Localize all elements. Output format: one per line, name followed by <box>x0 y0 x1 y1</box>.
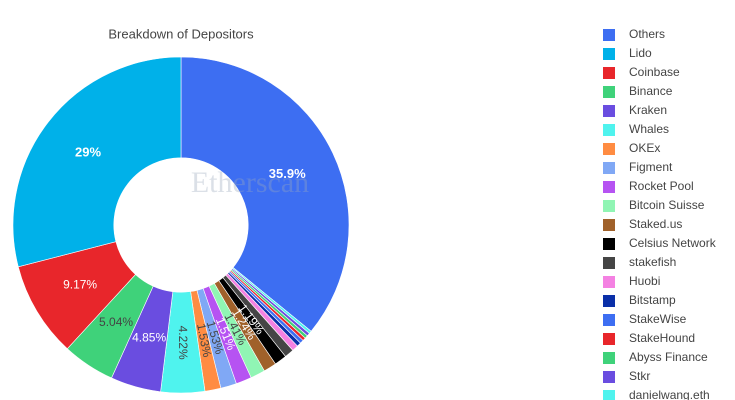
legend-text: StakeHound <box>629 331 695 345</box>
legend-swatch <box>603 48 615 60</box>
legend-text: Figment <box>629 160 673 174</box>
pie-slice <box>180 56 350 332</box>
legend-text: Staked.us <box>629 217 682 231</box>
legend-text: stakefish <box>629 255 676 269</box>
legend-swatch <box>603 200 615 212</box>
legend-text: Whales <box>629 122 669 136</box>
legend-swatch <box>603 371 615 383</box>
legend-swatch <box>603 124 615 136</box>
legend-swatch <box>603 181 615 193</box>
legend-text: Stkr <box>629 369 650 383</box>
legend-text: Lido <box>629 46 652 60</box>
legend-swatch <box>603 219 615 231</box>
legend-swatch <box>603 295 615 307</box>
legend-swatch <box>603 86 615 98</box>
pie-slice <box>12 56 182 268</box>
slice-label: 9.17% <box>63 278 97 292</box>
legend-swatch <box>603 276 615 288</box>
slice-label: 35.9% <box>269 166 306 181</box>
legend-swatch <box>603 314 615 326</box>
legend-text: Celsius Network <box>629 236 717 250</box>
slice-label: 5.04% <box>99 315 133 329</box>
legend-swatch <box>603 143 615 155</box>
legend-text: Abyss Finance <box>629 350 708 364</box>
legend-text: Bitstamp <box>629 293 676 307</box>
legend-swatch <box>603 257 615 269</box>
legend: Others Lido Coinbase Binance Kraken Whales OKE… <box>603 27 717 400</box>
legend-text: danielwang.eth <box>629 388 710 400</box>
legend-text: Others <box>629 27 665 41</box>
legend-text: Bitcoin Suisse <box>629 198 705 212</box>
legend-text: OKEx <box>629 141 660 155</box>
legend-text: Binance <box>629 84 673 98</box>
legend-text: Huobi <box>629 274 660 288</box>
legend-swatch <box>603 105 615 117</box>
slice-label: 29% <box>75 144 101 159</box>
legend-swatch <box>603 29 615 41</box>
watermark: Etherscan <box>191 166 309 199</box>
legend-text: Coinbase <box>629 65 680 79</box>
legend-text: StakeWise <box>629 312 687 326</box>
legend-text: Kraken <box>629 103 667 117</box>
legend-swatch <box>603 238 615 250</box>
chart-title: Breakdown of Depositors <box>108 26 254 41</box>
pie: 35.9%1.19%1.24%1.41%1.51%1.53%1.53%4.22%… <box>12 56 350 394</box>
legend-swatch <box>603 162 615 174</box>
legend-swatch <box>603 333 615 345</box>
slice-label: 4.22% <box>176 325 190 360</box>
legend-swatch <box>603 67 615 79</box>
legend-swatch <box>603 390 615 400</box>
legend-swatch <box>603 352 615 364</box>
legend-text: Rocket Pool <box>629 179 694 193</box>
slice-label: 4.85% <box>132 330 166 344</box>
